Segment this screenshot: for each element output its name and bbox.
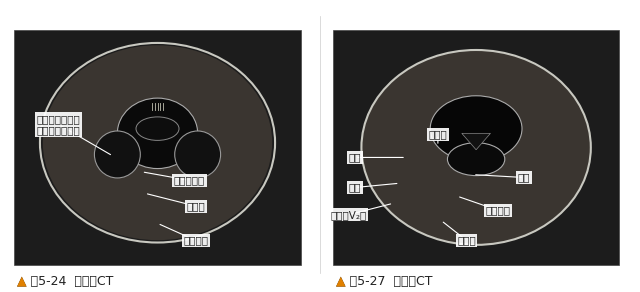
Text: ▲: ▲ bbox=[336, 275, 346, 288]
Text: ▲ 图5-27  冠状位CT: ▲ 图5-27 冠状位CT bbox=[336, 275, 433, 288]
Text: 咽管: 咽管 bbox=[349, 152, 362, 162]
Text: 蝶嘴: 蝶嘴 bbox=[518, 173, 530, 182]
Text: 蝶窦中隔: 蝶窦中隔 bbox=[486, 205, 511, 215]
Text: 蝶筛隐窝（后窦
口鼻道复合体）: 蝶筛隐窝（后窦 口鼻道复合体） bbox=[37, 114, 81, 135]
Text: ▲: ▲ bbox=[17, 275, 27, 288]
Text: 蝶骨平台: 蝶骨平台 bbox=[183, 235, 208, 246]
Ellipse shape bbox=[43, 45, 272, 240]
Text: 鼻后孔: 鼻后孔 bbox=[429, 130, 447, 140]
Ellipse shape bbox=[95, 131, 140, 178]
Text: ▲ 图5-24  冠状位CT: ▲ 图5-24 冠状位CT bbox=[17, 275, 114, 288]
FancyBboxPatch shape bbox=[14, 30, 301, 265]
Ellipse shape bbox=[362, 50, 591, 245]
Ellipse shape bbox=[430, 96, 522, 161]
Ellipse shape bbox=[117, 98, 198, 168]
FancyBboxPatch shape bbox=[333, 30, 620, 265]
Polygon shape bbox=[462, 133, 490, 150]
Text: 前床突: 前床突 bbox=[457, 235, 476, 246]
Text: 翼管: 翼管 bbox=[349, 182, 362, 192]
Ellipse shape bbox=[447, 143, 505, 175]
Text: 上鼻道: 上鼻道 bbox=[186, 201, 205, 211]
Text: 上颌窦后囟: 上颌窦后囟 bbox=[173, 175, 205, 185]
Ellipse shape bbox=[175, 131, 221, 178]
Ellipse shape bbox=[136, 117, 179, 140]
Text: 圆孔（V₂）: 圆孔（V₂） bbox=[330, 210, 367, 220]
